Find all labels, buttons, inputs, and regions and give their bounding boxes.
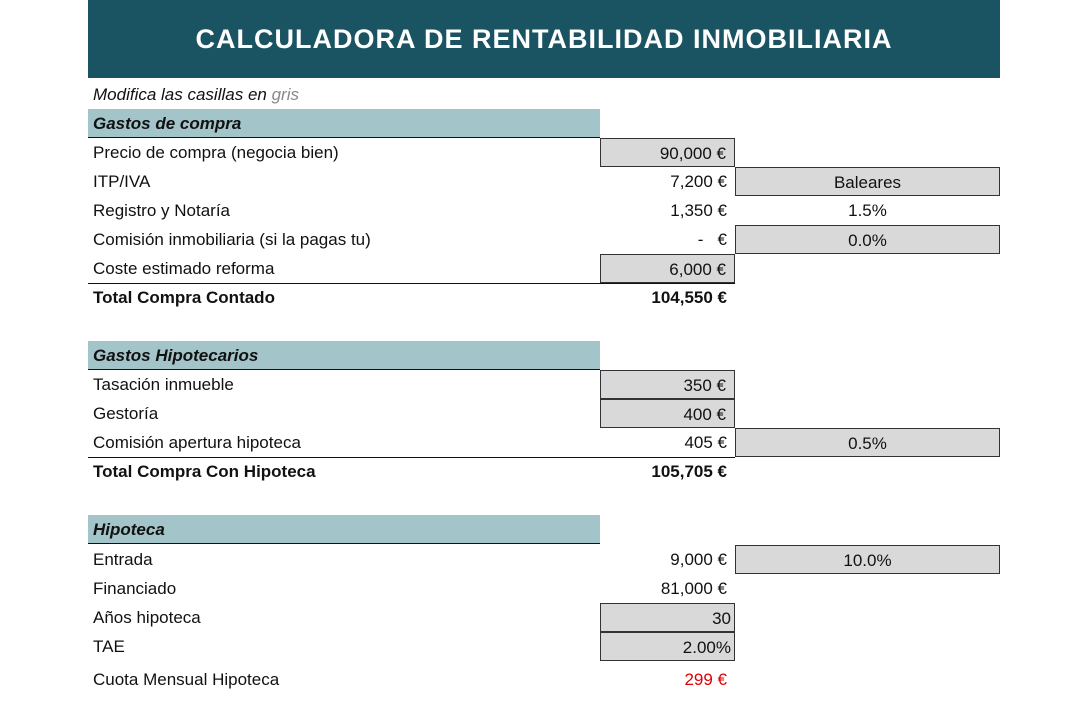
row: TAE 2.00%: [0, 632, 1080, 661]
note-text: Modifica las casillas en: [93, 85, 267, 104]
value: 81,000 €: [660, 579, 727, 598]
section-title: Gastos Hipotecarios: [88, 341, 600, 370]
label: ITP/IVA: [93, 172, 151, 191]
input-value[interactable]: 400 €: [600, 399, 735, 428]
title: CALCULADORA DE RENTABILIDAD INMOBILIARIA: [88, 0, 1000, 78]
input-extra[interactable]: 0.5%: [735, 428, 1000, 457]
label: Entrada: [93, 550, 153, 569]
row: Financiado 81,000 €: [0, 574, 1080, 603]
note-highlight: gris: [271, 85, 299, 104]
value: 405 €: [684, 433, 727, 452]
total-value: 105,705 €: [651, 462, 727, 481]
total-label: Total Compra Contado: [93, 288, 275, 307]
label: Comisión inmobiliaria (si la pagas tu): [93, 230, 371, 249]
section-header: Gastos de compra: [0, 109, 1080, 138]
row: Comisión inmobiliaria (si la pagas tu) - …: [0, 225, 1080, 254]
rule: [88, 283, 735, 284]
label: Financiado: [93, 579, 177, 598]
row: Registro y Notaría 1,350 € 1.5%: [0, 196, 1080, 225]
input-value[interactable]: 2.00%: [600, 632, 735, 661]
section-header: Gastos Hipotecarios: [0, 341, 1080, 370]
row: Comisión apertura hipoteca 405 € 0.5%: [0, 428, 1080, 457]
row: Gestoría 400 €: [0, 399, 1080, 428]
value: - €: [697, 230, 727, 249]
extra: 1.5%: [848, 201, 887, 220]
row: Cuota Mensual Hipoteca 299 €: [0, 665, 1080, 694]
row: Coste estimado reforma 6,000 €: [0, 254, 1080, 283]
input-extra[interactable]: 0.0%: [735, 225, 1000, 254]
label: Gestoría: [93, 404, 159, 423]
row: Tasación inmueble 350 €: [0, 370, 1080, 399]
total-row: Total Compra Con Hipoteca 105,705 €: [0, 457, 1080, 486]
section-title: Hipoteca: [88, 515, 600, 544]
total-label: Total Compra Con Hipoteca: [93, 462, 316, 481]
input-value[interactable]: 6,000 €: [600, 254, 735, 283]
rule: [88, 457, 735, 458]
input-extra[interactable]: Baleares: [735, 167, 1000, 196]
input-value[interactable]: 350 €: [600, 370, 735, 399]
result-value: 299 €: [684, 670, 727, 689]
section-header: Hipoteca: [0, 515, 1080, 544]
row: Años hipoteca 30: [0, 603, 1080, 632]
total-row: Total Compra Contado 104,550 €: [0, 283, 1080, 312]
label: Comisión apertura hipoteca: [93, 433, 301, 452]
row: Precio de compra (negocia bien) 90,000 €: [0, 138, 1080, 167]
row: Entrada 9,000 € 10.0%: [0, 545, 1080, 574]
label: Tasación inmueble: [93, 375, 234, 394]
section-title: Gastos de compra: [88, 109, 600, 138]
label: TAE: [93, 637, 125, 656]
label: Años hipoteca: [93, 608, 201, 627]
note-row: Modifica las casillas en gris: [0, 80, 1080, 109]
input-extra[interactable]: 10.0%: [735, 545, 1000, 574]
label: Registro y Notaría: [93, 201, 230, 220]
value: 9,000 €: [670, 550, 727, 569]
label: Coste estimado reforma: [93, 259, 275, 278]
value: 1,350 €: [670, 201, 727, 220]
row: ITP/IVA 7,200 € Baleares: [0, 167, 1080, 196]
label: Precio de compra (negocia bien): [93, 143, 339, 162]
total-value: 104,550 €: [651, 288, 727, 307]
value: 7,200 €: [670, 172, 727, 191]
note: Modifica las casillas en gris: [88, 80, 600, 109]
input-value[interactable]: 90,000 €: [600, 138, 735, 167]
input-value[interactable]: 30: [600, 603, 735, 632]
label: Cuota Mensual Hipoteca: [93, 670, 280, 689]
